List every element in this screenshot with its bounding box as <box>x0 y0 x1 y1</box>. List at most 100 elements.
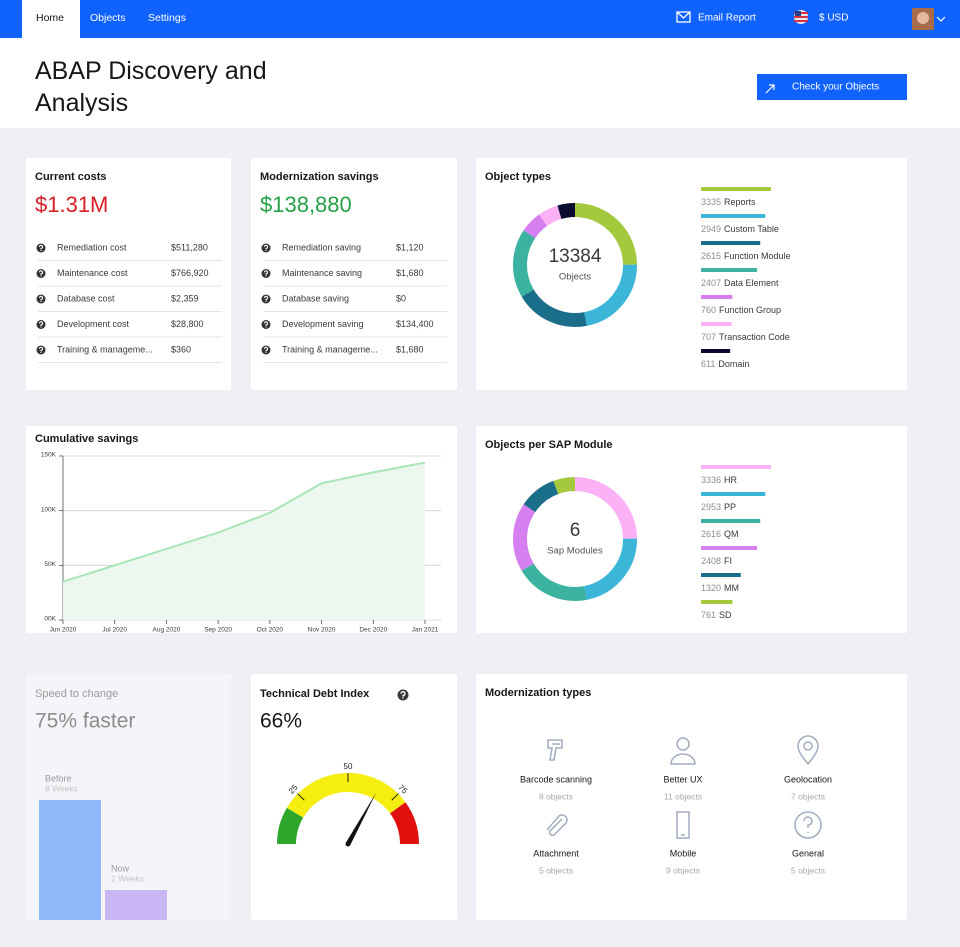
donut-segment <box>513 504 536 571</box>
savings-card: Modernization savings $138,880 Remediation… <box>251 158 457 390</box>
row-value: $511,280 <box>171 242 208 252</box>
gauge-value-label: 66% <box>260 710 302 733</box>
chart-title: Objects per SAP Module <box>485 439 613 451</box>
legend-swatch <box>701 492 766 496</box>
row-value: $1,680 <box>396 344 424 354</box>
legend-swatch <box>701 349 731 353</box>
flag-canton <box>795 11 801 16</box>
help-icon-glyph <box>400 691 406 697</box>
help-icon-glyph <box>38 295 44 301</box>
help-icon-dot <box>402 697 404 699</box>
help-icon-glyph <box>38 244 44 250</box>
row-label: Database cost <box>57 293 115 303</box>
type-icon <box>670 737 696 765</box>
legend-value: 611 <box>701 359 715 369</box>
x-tick-label: Jun 2020 <box>50 627 77 634</box>
legend-swatch <box>701 295 733 299</box>
row-value: $28,800 <box>171 319 204 329</box>
y-tick-label: 100K <box>41 506 57 513</box>
legend-swatch <box>701 268 758 272</box>
x-tick-label: Oct 2020 <box>257 627 284 634</box>
card-background <box>476 158 907 390</box>
legend-entry: 2953 PP <box>701 502 736 512</box>
gauge-band <box>277 807 304 845</box>
gauge-tick-label: 50 <box>344 762 353 771</box>
type-icon <box>547 739 563 761</box>
card-background <box>251 158 457 390</box>
gauge-band <box>286 773 406 818</box>
legend-value: 3335 <box>701 197 721 207</box>
donut-segment <box>539 205 562 227</box>
card-total: $1.31M <box>35 192 108 217</box>
type-icon <box>797 735 819 766</box>
legend-swatch <box>701 573 741 577</box>
legend-swatch <box>701 241 761 245</box>
help-icon-dot <box>40 351 42 354</box>
legend-label: QM <box>724 529 739 539</box>
gauge-hub <box>345 841 351 847</box>
donut-card: Objects per SAP Module 3336 HR 2953 PP 2616 QM… <box>476 426 907 633</box>
help-icon-glyph <box>263 295 269 301</box>
avatar-chevron <box>936 16 946 22</box>
legend-value: 2616 <box>701 529 721 539</box>
currency[interactable]: $ USD <box>819 13 848 24</box>
donut-total-label: Sap Modules <box>547 546 603 557</box>
type-label: Mobile <box>670 848 697 858</box>
bar-category: Before <box>45 773 72 783</box>
type-label: Barcode scanning <box>520 774 592 784</box>
legend-swatch <box>701 214 766 218</box>
legend-label: HR <box>724 475 737 485</box>
help-icon-glyph <box>38 346 44 352</box>
type-icon <box>546 814 568 837</box>
legend-entry: 2949 Custom Table <box>701 224 779 234</box>
type-count: 5 objects <box>539 865 573 875</box>
costs-card: Current costs $1.31M Remediation cost $511,… <box>26 158 231 390</box>
type-icon <box>676 811 690 839</box>
gauge-tick <box>297 793 305 801</box>
donut-segment <box>583 264 637 326</box>
legend-label: Data Element <box>724 278 779 288</box>
card-title: Technical Debt Index <box>260 688 370 700</box>
row-value: $0 <box>396 293 406 303</box>
row-label: Remediation saving <box>282 242 361 252</box>
type-icon <box>794 811 822 839</box>
legend-entry: 2407 Data Element <box>701 278 779 288</box>
check-objects-button[interactable] <box>757 74 907 100</box>
x-tick-label: Aug 2020 <box>153 627 181 634</box>
donut-segment <box>523 214 548 239</box>
row-label: Database saving <box>282 293 349 303</box>
donut-segment <box>583 538 637 600</box>
help-icon-glyph <box>38 321 44 326</box>
nav-item[interactable]: Objects <box>90 12 126 24</box>
y-tick-label: 50K <box>44 561 56 568</box>
legend-label: Custom Table <box>724 224 779 234</box>
legend-entry: 611 Domain <box>701 359 749 369</box>
legend-swatch <box>701 546 758 550</box>
card-title: Modernization savings <box>260 171 379 183</box>
help-icon-dot <box>265 326 267 328</box>
x-tick-label: Nov 2020 <box>308 627 336 634</box>
gauge-band <box>389 802 419 845</box>
help-icon-dot <box>40 249 42 252</box>
legend-entry: 707 Transaction Code <box>701 332 790 342</box>
row-value: $1,680 <box>396 268 424 278</box>
donut-segment <box>521 289 587 327</box>
row-label: Development saving <box>282 319 364 329</box>
legend-entry: 2408 FI <box>701 556 732 566</box>
nav-item[interactable]: Home <box>36 12 64 24</box>
email-report[interactable]: Email Report <box>698 13 756 24</box>
card-title: Speed to change <box>35 688 118 700</box>
chart-title: Object types <box>485 171 551 183</box>
legend-value: 2949 <box>701 224 721 234</box>
donut-segment <box>574 203 637 266</box>
x-tick-label: Jan 2021 <box>412 627 439 634</box>
legend-swatch <box>701 187 771 191</box>
donut-segment <box>574 477 637 540</box>
help-icon-glyph <box>263 321 269 326</box>
help-icon-dot <box>265 249 267 252</box>
legend-label: Function Group <box>719 305 781 315</box>
nav-item[interactable]: Settings <box>148 12 186 24</box>
legend-value: 707 <box>701 332 716 342</box>
button-label[interactable]: Check your Objects <box>792 82 879 93</box>
